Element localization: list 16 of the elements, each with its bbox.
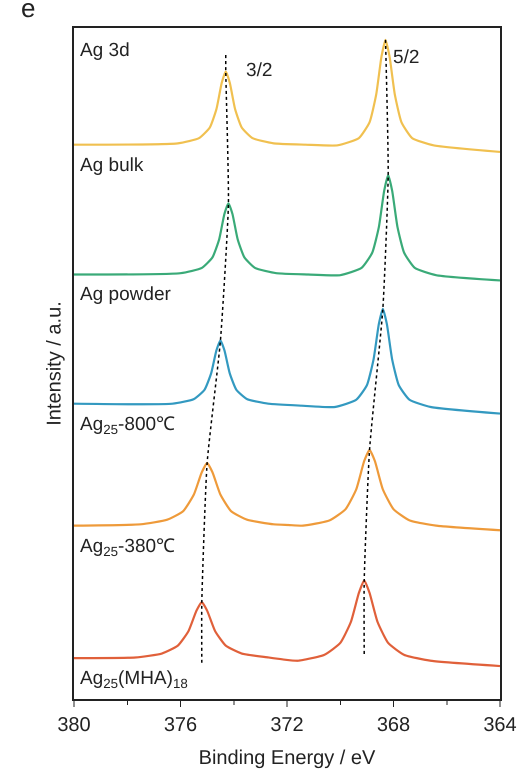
text: e (21, 0, 36, 23)
series-label: Ag powder (80, 284, 172, 305)
x-tick-label: 364 (483, 714, 517, 736)
x-tick-label: 368 (376, 714, 410, 736)
y-axis-title: Intensity / a.u. (43, 301, 66, 426)
annotation: Ag 3d (80, 40, 130, 61)
series-label: Ag$_{25}$(MHA)$_{18}$ (80, 668, 188, 691)
x-tick-label: 372 (270, 714, 304, 736)
annotation: 5/2 (393, 47, 420, 68)
x-axis-title: Binding Energy / eV (198, 746, 376, 769)
x-tick-label: 376 (164, 714, 198, 736)
series-label: Ag$_{25}$-800℃ (80, 414, 176, 437)
series-label: Ag$_{25}$-380℃ (80, 536, 176, 559)
annotation: 3/2 (246, 60, 272, 81)
x-tick-label: 380 (57, 714, 91, 736)
series-label: Ag bulk (80, 155, 144, 176)
